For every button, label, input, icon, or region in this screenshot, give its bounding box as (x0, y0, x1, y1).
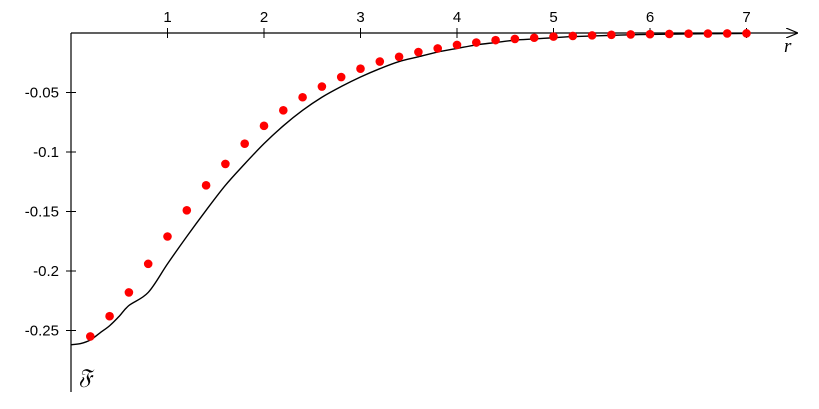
data-point (163, 232, 172, 241)
data-point (549, 32, 558, 41)
data-point (568, 31, 578, 41)
data-point (201, 181, 211, 190)
y-tick-label: -0.1 (33, 144, 59, 161)
x-tick-label: 6 (646, 9, 654, 26)
data-point (105, 311, 114, 321)
x-tick-label: 3 (356, 9, 364, 26)
data-point (703, 29, 713, 38)
x-tick-label: 5 (549, 9, 557, 26)
data-point (240, 139, 249, 148)
y-tick-label: -0.25 (25, 323, 59, 340)
data-point (645, 29, 655, 39)
x-tick-label: 1 (163, 9, 171, 26)
data-point (298, 92, 307, 102)
data-point (742, 29, 751, 38)
data-point (356, 64, 365, 73)
y-tick-label: -0.05 (25, 85, 59, 102)
data-point (414, 47, 423, 57)
x-tick-label: 4 (453, 9, 461, 26)
y-axis-label: 𝔉 (78, 364, 95, 389)
data-point (491, 35, 500, 45)
data-point (665, 29, 674, 39)
data-point (433, 44, 443, 53)
data-point (86, 332, 95, 341)
y-ticks: -0.05 -0.1 -0.15 -0.2 -0.25 (25, 85, 76, 340)
data-point (124, 288, 134, 297)
data-point (684, 29, 693, 39)
data-point (375, 57, 385, 66)
data-point (394, 52, 404, 62)
x-tick-label: 2 (260, 9, 268, 26)
data-point (452, 40, 462, 50)
x-tick-label: 7 (742, 9, 750, 26)
y-tick-label: -0.15 (25, 204, 59, 221)
data-point (587, 31, 597, 40)
data-point (143, 259, 153, 269)
plot-lines (70, 32, 747, 346)
data-point (317, 82, 327, 91)
axes (70, 33, 797, 392)
x-axis-label: r (784, 36, 792, 57)
data-point (472, 38, 481, 47)
data-point (259, 121, 269, 131)
data-point (336, 72, 346, 82)
series-line (70, 32, 747, 346)
data-point (221, 159, 230, 169)
data-point (722, 29, 732, 38)
data-point (626, 30, 635, 39)
y-tick-label: -0.2 (33, 263, 59, 280)
data-point (510, 34, 520, 44)
data-point (279, 106, 288, 115)
plot-points (86, 29, 751, 341)
data-point (529, 33, 539, 43)
data-point (607, 30, 616, 40)
data-point (182, 206, 192, 215)
